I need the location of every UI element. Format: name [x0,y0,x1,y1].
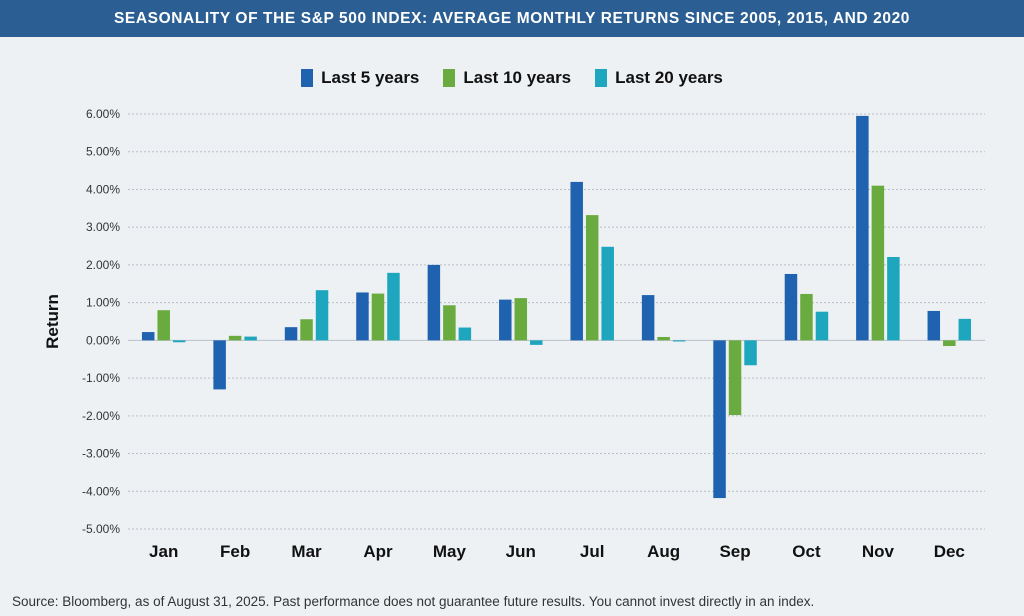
bar [228,335,242,341]
y-tick-label: 1.00% [86,296,120,310]
x-tick-label: Apr [363,542,393,561]
bar [585,215,599,341]
bar [356,292,369,341]
x-tick-label: Feb [220,542,250,561]
legend-swatch-last-5-years [301,69,314,87]
x-tick-label: Sep [719,542,750,561]
x-tick-label: Jul [580,542,605,561]
y-tick-label: -4.00% [82,484,120,498]
bar-chart: 6.00% 5.00% 4.00% 3.00% 2.00% 1.00% 0.00% -1.00… [43,107,985,561]
y-tick-label: -1.00% [82,371,120,385]
y-tick-label: -5.00% [82,522,120,536]
x-tick-label: Oct [792,542,821,561]
bar [641,295,655,341]
bar [284,327,298,341]
bar [815,311,829,341]
bar [514,298,528,341]
title-bar: SEASONALITY OF THE S&P 500 INDEX: AVERAG… [0,0,1024,37]
x-tick-label: Mar [291,542,322,561]
y-tick-label: 2.00% [86,258,120,272]
x-tick-label: Aug [647,542,680,561]
bar [427,264,441,341]
bar [530,340,543,345]
bar [570,181,583,341]
legend-label-last-20-years: Last 20 years [615,68,723,87]
bar [958,318,972,341]
bar [728,340,742,416]
x-tick-label: Dec [934,542,965,561]
legend-item-last-20-years: Last 20 years [595,68,723,88]
bar [871,185,885,341]
bar [458,327,472,341]
bar [213,340,226,390]
bar [315,290,329,341]
x-tick-label: Nov [862,542,895,561]
y-tick-label: -2.00% [82,409,120,423]
legend-label-last-5-years: Last 5 years [321,68,420,87]
bar [172,340,186,343]
bar [244,336,257,341]
x-tick-label: Jun [506,542,536,561]
bar [943,340,956,347]
x-tick-label: Jan [149,542,178,561]
bar [800,293,813,341]
bar [371,293,385,341]
y-tick-label: -3.00% [82,447,120,461]
bar [141,332,155,341]
bar [713,340,726,499]
bar [387,272,400,341]
y-tick-label: 4.00% [86,182,120,196]
legend-label-last-10-years: Last 10 years [463,68,572,87]
y-tick-label: 3.00% [86,220,120,234]
y-tick-label: 6.00% [86,107,120,121]
bar [784,273,798,341]
y-tick-label: 0.00% [86,333,120,347]
chart-title: SEASONALITY OF THE S&P 500 INDEX: AVERAG… [113,9,911,27]
legend-item-last-10-years: Last 10 years [443,68,571,88]
legend: Last 5 years Last 10 years Last 20 years [0,64,1024,92]
bar [887,256,900,341]
source-note: Source: Bloomberg, as of August 31, 2025… [12,594,815,609]
legend-swatch-last-10-years [443,69,456,87]
bar [499,299,512,341]
bar [672,340,686,342]
bar [657,336,670,341]
y-axis-label: Return [43,294,62,349]
legend-swatch-last-20-years [595,69,608,87]
y-tick-label: 5.00% [86,145,120,159]
bar [300,319,313,341]
bar [927,310,941,341]
legend-item-last-5-years: Last 5 years [301,68,419,88]
bar [856,115,869,341]
bar [157,310,170,341]
bar [443,305,456,341]
bar [601,246,614,341]
x-tick-label: May [433,542,467,561]
bar [744,340,757,366]
